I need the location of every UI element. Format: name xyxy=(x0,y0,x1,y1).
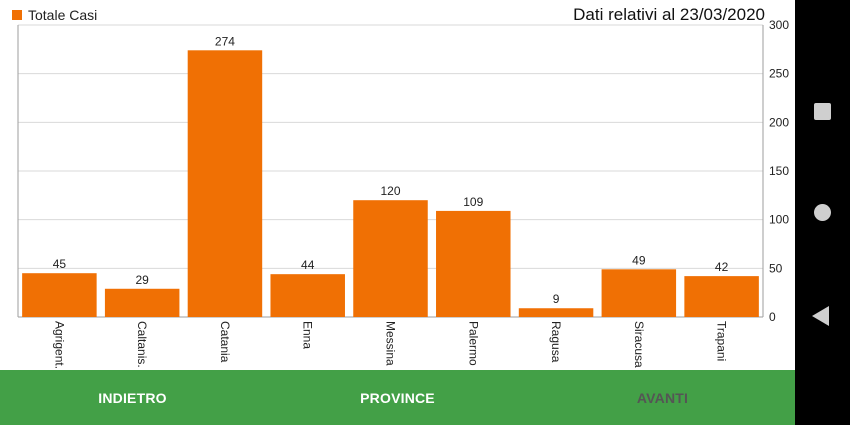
home-circle-icon[interactable] xyxy=(814,204,831,221)
data-label: 49 xyxy=(632,253,646,267)
bar[interactable] xyxy=(104,288,180,317)
y-tick-label: 250 xyxy=(769,67,789,81)
x-tick-label: Palermo xyxy=(466,321,480,366)
y-tick-label: 100 xyxy=(769,213,789,227)
provinces-button[interactable]: PROVINCE xyxy=(360,389,435,406)
x-tick-label: Messina xyxy=(384,321,398,366)
legend-label: Totale Casi xyxy=(28,7,98,23)
data-label: 42 xyxy=(715,260,729,274)
bar[interactable] xyxy=(353,200,428,317)
data-label: 29 xyxy=(135,273,149,287)
x-tick-label: Caltanis. xyxy=(135,321,149,368)
date-label: Dati relativi al 23/03/2020 xyxy=(573,5,765,24)
x-tick-label: Trapani xyxy=(715,321,729,361)
data-label: 45 xyxy=(53,257,67,271)
y-tick-label: 150 xyxy=(769,164,789,178)
bar[interactable] xyxy=(518,308,594,317)
x-tick-label: Catania xyxy=(218,321,232,363)
x-tick-label: Enna xyxy=(301,321,315,349)
legend-swatch xyxy=(12,10,22,20)
bar[interactable] xyxy=(22,273,97,317)
data-label: 44 xyxy=(301,258,315,272)
data-label: 274 xyxy=(215,34,235,48)
x-tick-label: Siracusa xyxy=(632,321,646,368)
data-label: 9 xyxy=(553,292,560,306)
bar[interactable] xyxy=(601,269,677,317)
back-triangle-icon[interactable] xyxy=(812,306,829,326)
recents-square-icon[interactable] xyxy=(814,103,831,120)
bottom-nav-bar: INDIETRO PROVINCE AVANTI xyxy=(0,370,795,425)
bar-chart: 0 50 100 150 200 250 300 45 Agrigent. 29 Caltanis.… xyxy=(17,18,789,369)
x-tick-label: Agrigent. xyxy=(52,321,66,369)
y-tick-label: 50 xyxy=(769,261,783,275)
data-label: 120 xyxy=(380,184,400,198)
x-tick-label: Ragusa xyxy=(549,321,563,363)
chart-legend: Totale Casi xyxy=(12,7,97,23)
back-button[interactable]: INDIETRO xyxy=(98,389,167,406)
bar[interactable] xyxy=(436,210,511,317)
bar[interactable] xyxy=(187,50,263,317)
y-tick-label: 0 xyxy=(769,310,776,324)
data-label: 109 xyxy=(463,195,483,209)
y-tick-label: 300 xyxy=(769,18,789,32)
app-screen: Totale Casi Dati relativi al 23/03/2020 … xyxy=(0,5,795,425)
bar[interactable] xyxy=(684,276,759,317)
y-tick-label: 200 xyxy=(769,115,789,129)
bar[interactable] xyxy=(270,274,345,317)
next-button[interactable]: AVANTI xyxy=(636,389,689,406)
